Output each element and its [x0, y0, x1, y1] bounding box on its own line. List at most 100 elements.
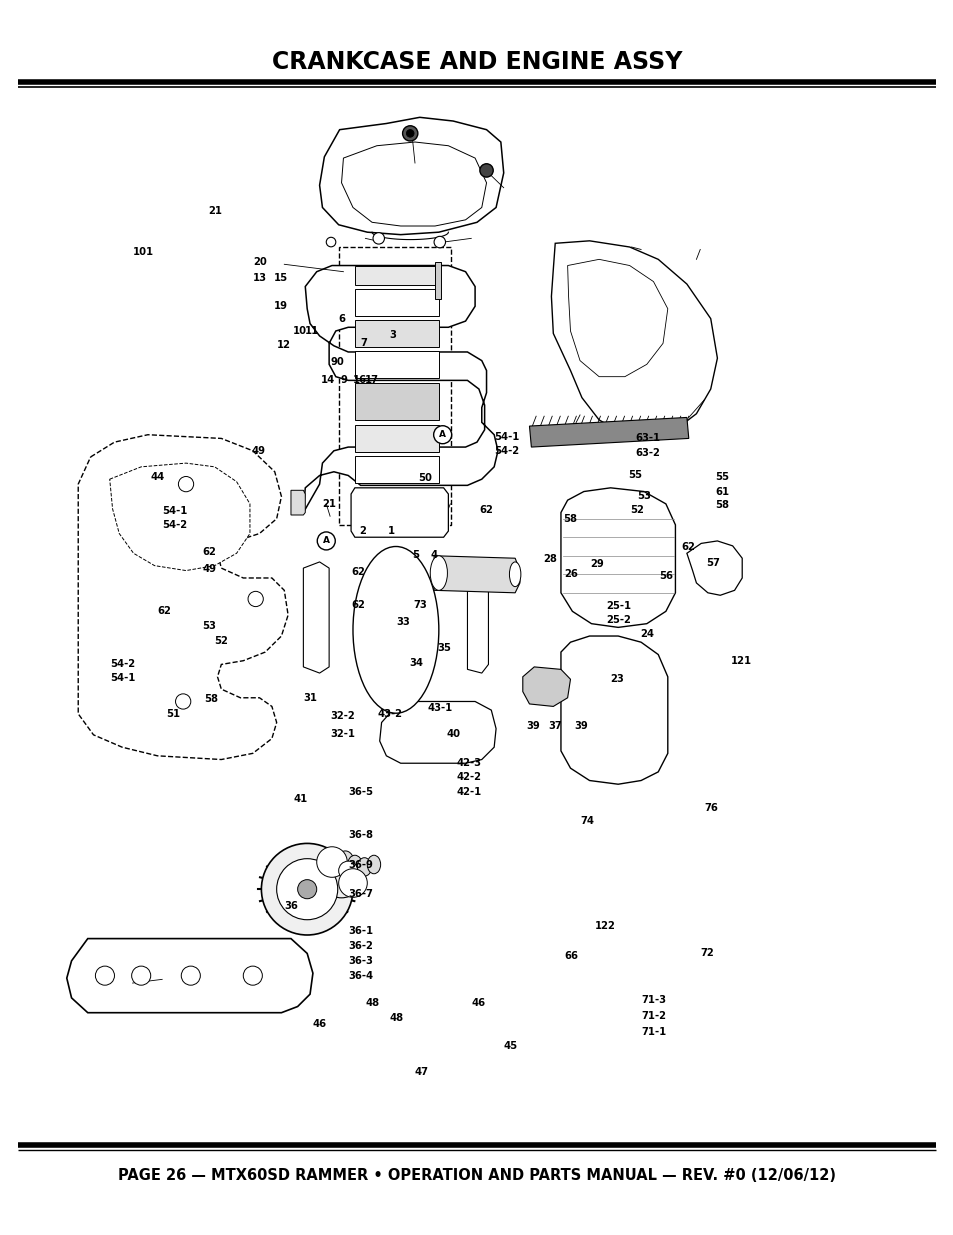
Bar	[355, 383, 438, 420]
Polygon shape	[379, 701, 496, 763]
Text: 73: 73	[413, 600, 426, 610]
Text: 40: 40	[446, 729, 460, 739]
Ellipse shape	[356, 857, 371, 877]
Text: 36-4: 36-4	[348, 971, 373, 981]
Polygon shape	[567, 259, 667, 377]
Text: 63-2: 63-2	[635, 448, 659, 458]
Ellipse shape	[336, 851, 354, 873]
Polygon shape	[529, 417, 688, 447]
Bar	[355, 266, 438, 285]
Circle shape	[316, 847, 347, 877]
Text: 63-1: 63-1	[635, 433, 659, 443]
Polygon shape	[303, 562, 329, 673]
Text: 122: 122	[595, 921, 616, 931]
Circle shape	[248, 592, 263, 606]
Text: 21: 21	[322, 499, 336, 509]
Polygon shape	[291, 490, 305, 515]
Text: 36-5: 36-5	[348, 787, 373, 797]
Circle shape	[132, 966, 151, 986]
Text: 90: 90	[330, 357, 343, 367]
Text: 72: 72	[700, 948, 713, 958]
Text: 58: 58	[562, 514, 577, 524]
Text: 20: 20	[253, 257, 266, 267]
Text: 36: 36	[284, 902, 298, 911]
Text: 71-3: 71-3	[640, 995, 665, 1005]
Text: 36-7: 36-7	[348, 889, 373, 899]
Bar	[338, 247, 451, 525]
Circle shape	[243, 966, 262, 986]
Text: 54-1: 54-1	[494, 432, 519, 442]
Text: 54-2: 54-2	[162, 520, 187, 530]
Text: 48: 48	[365, 998, 379, 1008]
Text: 57: 57	[705, 558, 720, 568]
Circle shape	[261, 844, 353, 935]
Text: 55: 55	[715, 472, 729, 482]
Bar	[355, 456, 438, 483]
Text: 6: 6	[338, 314, 345, 324]
Text: A: A	[438, 430, 446, 440]
Circle shape	[175, 694, 191, 709]
Polygon shape	[110, 463, 250, 571]
Text: 24: 24	[639, 629, 654, 638]
Bar	[355, 351, 438, 378]
Text: 31: 31	[303, 693, 317, 703]
Text: 36-8: 36-8	[348, 830, 373, 840]
Circle shape	[373, 232, 384, 245]
Text: 43-2: 43-2	[377, 709, 402, 719]
Text: 61: 61	[715, 487, 729, 496]
Text: 36-1: 36-1	[348, 926, 373, 936]
Circle shape	[320, 856, 362, 898]
Text: 25-1: 25-1	[606, 601, 631, 611]
Text: 62: 62	[157, 606, 172, 616]
Text: 1: 1	[388, 526, 395, 536]
Text: 2: 2	[359, 526, 366, 536]
Text: 32-1: 32-1	[330, 729, 355, 739]
Text: CRANKCASE AND ENGINE ASSY: CRANKCASE AND ENGINE ASSY	[272, 49, 681, 74]
Circle shape	[338, 861, 357, 881]
Text: 46: 46	[471, 998, 485, 1008]
Text: 54-2: 54-2	[494, 446, 518, 456]
Text: PAGE 26 — MTX60SD RAMMER • OPERATION AND PARTS MANUAL — REV. #0 (12/06/12): PAGE 26 — MTX60SD RAMMER • OPERATION AND…	[118, 1167, 835, 1182]
Text: 10: 10	[293, 326, 307, 336]
Text: 49: 49	[202, 564, 216, 574]
Text: 26: 26	[563, 569, 578, 579]
Ellipse shape	[347, 856, 361, 874]
Text: 13: 13	[253, 273, 267, 283]
Text: 58: 58	[715, 500, 729, 510]
Text: 62: 62	[351, 600, 365, 610]
Circle shape	[338, 868, 367, 898]
Text: 32-2: 32-2	[330, 711, 355, 721]
Text: 3: 3	[389, 330, 395, 340]
Text: 48: 48	[389, 1013, 403, 1023]
Text: 54-1: 54-1	[162, 506, 188, 516]
Circle shape	[406, 130, 414, 137]
Polygon shape	[467, 562, 488, 673]
Text: 7: 7	[360, 338, 367, 348]
Polygon shape	[522, 667, 570, 706]
Text: 56: 56	[659, 571, 673, 580]
Bar	[355, 289, 438, 316]
Text: 52: 52	[630, 505, 644, 515]
Text: 54-2: 54-2	[111, 659, 135, 669]
Circle shape	[317, 532, 335, 550]
Text: 36-9: 36-9	[348, 860, 373, 869]
Text: 5: 5	[412, 550, 418, 559]
Text: 41: 41	[294, 794, 308, 804]
Polygon shape	[686, 541, 741, 595]
Circle shape	[178, 477, 193, 492]
Text: 76: 76	[703, 803, 718, 813]
Text: 42-3: 42-3	[456, 758, 480, 768]
Text: 12: 12	[276, 340, 291, 350]
Text: 46: 46	[313, 1019, 327, 1029]
Polygon shape	[560, 488, 675, 627]
Text: 44: 44	[151, 472, 165, 482]
Text: 21: 21	[208, 206, 222, 216]
Polygon shape	[78, 435, 288, 760]
Text: 55: 55	[627, 471, 641, 480]
Text: 71-2: 71-2	[640, 1011, 665, 1021]
Circle shape	[402, 126, 417, 141]
Bar	[435, 262, 440, 299]
Text: 16: 16	[353, 375, 367, 385]
Ellipse shape	[367, 856, 380, 874]
Text: 53: 53	[637, 492, 651, 501]
